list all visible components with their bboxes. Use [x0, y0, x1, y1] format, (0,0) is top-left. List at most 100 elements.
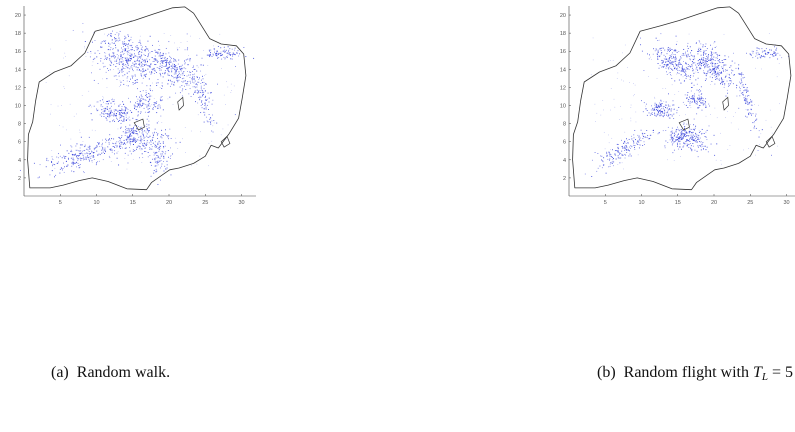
- scatter-point: [126, 51, 128, 53]
- scatter-point: [676, 143, 678, 145]
- scatter-point: [84, 41, 86, 42]
- scatter-point: [128, 39, 130, 41]
- scatter-point: [675, 55, 677, 57]
- scatter-point: [152, 44, 153, 46]
- scatter-point: [155, 70, 157, 72]
- scatter-point: [88, 153, 90, 155]
- scatter-point: [131, 128, 133, 130]
- scatter-point: [149, 105, 151, 107]
- scatter-point: [128, 116, 130, 118]
- scatter-point: [676, 109, 678, 111]
- scatter-point: [776, 47, 778, 49]
- scatter-point: [166, 59, 168, 61]
- scatter-point: [130, 78, 131, 80]
- scatter-point: [108, 70, 109, 71]
- scatter-point: [626, 152, 628, 153]
- scatter-point: [211, 130, 213, 132]
- scatter-point: [56, 156, 58, 158]
- scatter-point: [124, 158, 126, 159]
- scatter-point: [114, 147, 116, 148]
- scatter-point: [100, 154, 101, 156]
- scatter-point: [711, 56, 713, 58]
- scatter-point: [160, 136, 162, 138]
- scatter-point: [690, 107, 692, 108]
- scatter-point: [153, 60, 155, 62]
- scatter-point: [154, 49, 156, 51]
- scatter-point: [714, 60, 716, 61]
- scatter-point: [738, 69, 739, 71]
- scatter-point: [146, 141, 148, 143]
- scatter-point: [149, 85, 151, 87]
- scatter-point: [162, 151, 164, 153]
- scatter-point: [102, 142, 103, 144]
- scatter-point: [91, 72, 92, 74]
- scatter-point: [608, 142, 610, 144]
- scatter-point: [64, 52, 66, 54]
- scatter-point: [145, 48, 147, 50]
- scatter-point: [710, 60, 712, 61]
- scatter-point: [149, 148, 151, 150]
- scatter-point: [141, 153, 143, 155]
- scatter-point: [704, 103, 706, 105]
- scatter-point: [703, 72, 705, 74]
- scatter-point: [674, 94, 676, 95]
- scatter-point: [711, 81, 713, 82]
- scatter-point: [218, 52, 219, 54]
- scatter-point: [101, 152, 103, 154]
- scatter-point: [158, 142, 160, 144]
- scatter-point: [200, 105, 202, 106]
- scatter-point: [91, 150, 92, 152]
- scatter-point: [670, 131, 672, 133]
- scatter-point: [57, 157, 59, 159]
- scatter-point: [161, 154, 163, 156]
- scatter-point: [694, 93, 695, 95]
- scatter-point: [123, 139, 125, 141]
- scatter-point: [592, 37, 594, 39]
- scatter-point: [618, 153, 620, 155]
- y-tick-label: 12: [15, 85, 21, 91]
- scatter-point: [144, 49, 145, 51]
- scatter-point: [697, 72, 699, 73]
- scatter-point: [703, 133, 705, 134]
- caption-b-math-var: T: [752, 364, 762, 381]
- scatter-point: [647, 138, 649, 140]
- scatter-point: [680, 138, 682, 140]
- scatter-point: [88, 147, 90, 149]
- scatter-point: [685, 77, 687, 79]
- scatter-point: [646, 137, 648, 138]
- scatter-point: [713, 42, 715, 44]
- scatter-point: [727, 149, 729, 150]
- scatter-point: [692, 143, 694, 144]
- scatter-point: [160, 60, 162, 62]
- scatter-point: [144, 125, 146, 127]
- scatter-point: [113, 111, 115, 113]
- scatter-point: [131, 138, 133, 140]
- scatter-point: [139, 127, 141, 129]
- scatter-point: [72, 157, 74, 159]
- scatter-point: [134, 83, 136, 84]
- scatter-point: [689, 66, 691, 68]
- scatter-point: [199, 97, 201, 98]
- scatter-point: [667, 50, 669, 52]
- scatter-point: [199, 90, 201, 92]
- scatter-point: [693, 97, 695, 99]
- scatter-point: [659, 110, 661, 112]
- scatter-point: [121, 68, 122, 70]
- scatter-points: [584, 33, 790, 177]
- scatter-point: [676, 64, 678, 66]
- scatter-point: [147, 130, 149, 132]
- scatter-point: [92, 156, 94, 158]
- scatter-point: [117, 120, 119, 122]
- scatter-point: [755, 119, 757, 121]
- scatter-point: [139, 62, 141, 64]
- scatter-point: [750, 99, 751, 101]
- scatter-point: [685, 136, 686, 138]
- scatter-point: [78, 155, 79, 157]
- scatter-point: [115, 142, 117, 144]
- scatter-point: [673, 141, 675, 143]
- scatter-point: [154, 128, 156, 130]
- scatter-point: [745, 98, 747, 100]
- scatter-point: [137, 59, 138, 61]
- scatter-point: [705, 65, 707, 67]
